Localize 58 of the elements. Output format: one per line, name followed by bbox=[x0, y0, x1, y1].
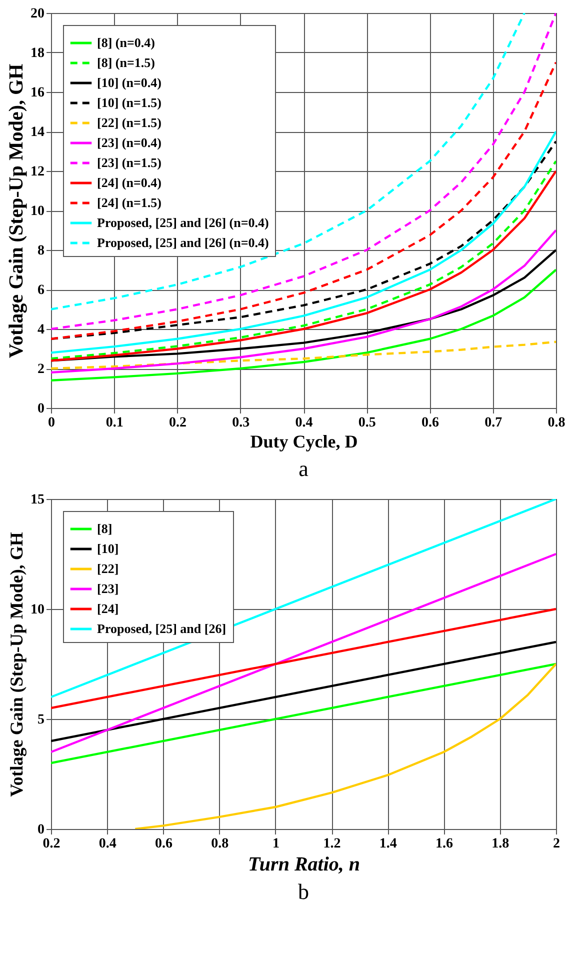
y-tick-label: 6 bbox=[38, 283, 44, 298]
legend-label: Proposed, [25] and [26] (n=0.4) bbox=[97, 235, 269, 250]
legend-label: [10] (n=0.4) bbox=[97, 75, 162, 90]
y-tick-label: 10 bbox=[30, 602, 44, 618]
text: b bbox=[298, 879, 309, 904]
y-tick-label: 8 bbox=[38, 244, 44, 258]
y-tick-label: 16 bbox=[30, 86, 44, 100]
y-tick-label: 10 bbox=[30, 204, 44, 219]
legend-label: [24] bbox=[97, 601, 119, 616]
y-tick-label: 4 bbox=[38, 322, 44, 338]
x-tick-label: 0 bbox=[48, 416, 55, 430]
text: a bbox=[298, 456, 309, 481]
legend-label: Proposed, [25] and [26] (n=0.4) bbox=[97, 215, 269, 230]
x-tick-label: 0.8 bbox=[548, 416, 566, 430]
x-tick-label: 1.6 bbox=[436, 836, 454, 852]
y-tick-label: 5 bbox=[38, 712, 44, 728]
x-tick-label: 0.1 bbox=[106, 416, 124, 430]
legend-label: [22] bbox=[97, 561, 119, 576]
x-tick-label: 0.3 bbox=[232, 416, 250, 430]
y-tick-label: 0 bbox=[38, 822, 44, 838]
x-tick-label: 0.4 bbox=[98, 836, 116, 852]
legend-label: [10] (n=1.5) bbox=[97, 95, 162, 110]
y-tick-label: 18 bbox=[30, 46, 44, 61]
legend-label: [8] bbox=[97, 521, 112, 536]
legend-label: [23] bbox=[97, 581, 119, 596]
x-tick-label: 1.2 bbox=[323, 836, 341, 852]
x-tick-label: 2 bbox=[553, 836, 560, 852]
x-tick-label: 0.4 bbox=[295, 416, 313, 430]
line-series bbox=[134, 662, 556, 829]
legend-label: [24] (n=0.4) bbox=[97, 175, 162, 190]
x-tick-label: 0.2 bbox=[42, 836, 60, 852]
y-tick-label: 0 bbox=[38, 402, 44, 416]
x-tick-label: 0.7 bbox=[484, 416, 502, 430]
x-tick-label: 0.6 bbox=[154, 836, 172, 852]
x-tick-label: 0.6 bbox=[422, 416, 439, 430]
x-tick-label: 0.8 bbox=[211, 836, 229, 852]
legend-label: [10] bbox=[97, 541, 119, 556]
x-tick-label: 1.4 bbox=[379, 836, 397, 852]
legend-label: [23] (n=1.5) bbox=[97, 155, 162, 170]
y-axis-title: Votlage Gain (Step-Up Mode), GH bbox=[6, 63, 28, 358]
y-axis-title: Votlage Gain (Step-Up Mode), GH bbox=[6, 532, 26, 797]
x-axis-title: Duty Cycle, D bbox=[250, 432, 358, 452]
y-tick-label: 12 bbox=[30, 164, 44, 180]
legend-label: [23] (n=0.4) bbox=[97, 135, 162, 150]
legend-label: Proposed, [25] and [26] bbox=[97, 621, 226, 636]
y-tick-label: 2 bbox=[38, 362, 44, 377]
x-axis-title: Turn Ratio, n bbox=[248, 854, 360, 876]
legend-label: [22] (n=1.5) bbox=[97, 115, 162, 130]
y-tick-label: 15 bbox=[30, 492, 44, 508]
legend-label: [24] (n=1.5) bbox=[97, 195, 162, 210]
legend-label: [8] (n=0.4) bbox=[97, 35, 155, 50]
x-tick-label: 0.2 bbox=[169, 416, 186, 430]
y-tick-label: 14 bbox=[30, 125, 44, 140]
x-tick-label: 1.8 bbox=[492, 836, 510, 852]
x-tick-label: 0.5 bbox=[358, 416, 376, 430]
legend-label: [8] (n=1.5) bbox=[97, 55, 155, 70]
y-tick-label: 20 bbox=[30, 6, 44, 22]
x-tick-label: 1 bbox=[272, 836, 280, 852]
